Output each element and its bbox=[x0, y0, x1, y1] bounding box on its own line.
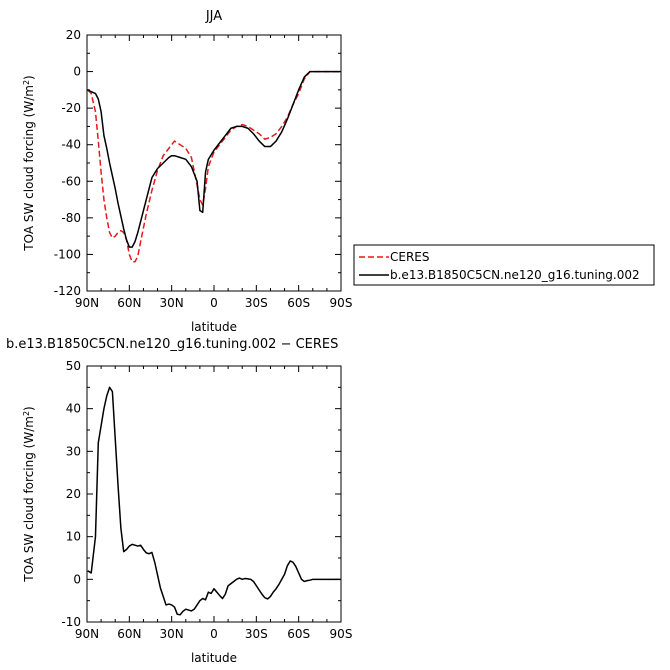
top-panel-y-tick-label: 0 bbox=[73, 65, 81, 79]
bottom-panel-y-tick-label: 30 bbox=[66, 444, 81, 458]
bottom-panel-x-tick-label: 30S bbox=[245, 627, 268, 641]
top-panel: JJA 90N 60N 30N 0 30S 60S 90S -120 -100 -80 -60 -40… bbox=[22, 9, 353, 334]
legend-label-ceres: CERES bbox=[390, 250, 430, 264]
top-panel-y-tick-label: -100 bbox=[54, 247, 81, 261]
bottom-panel-title: b.e13.B1850C5CN.ne120_g16.tuning.002 − C… bbox=[6, 337, 338, 352]
bottom-panel-x-tick-label: 0 bbox=[210, 627, 218, 641]
top-panel-x-tick-label: 60S bbox=[287, 296, 310, 310]
bottom-panel-x-tick-label: 60N bbox=[117, 627, 141, 641]
bottom-panel-y-tick-label: 0 bbox=[73, 572, 81, 586]
bottom-panel-y-tick-label: 50 bbox=[66, 359, 81, 373]
bottom-panel-x-tick-label: 90N bbox=[75, 627, 99, 641]
top-panel-y-tick-label: -80 bbox=[61, 211, 81, 225]
bottom-panel-ticks: 90N 60N 30N 0 30S 60S 90S -10 0 10 20 30 40 50 bbox=[61, 359, 352, 641]
top-panel-x-tick-label: 0 bbox=[210, 296, 218, 310]
bottom-panel-frame bbox=[86, 365, 342, 623]
top-panel-x-tick-label: 90S bbox=[330, 296, 353, 310]
top-panel-x-axis-label: latitude bbox=[191, 320, 237, 334]
legend-label-model: b.e13.B1850C5CN.ne120_g16.tuning.002 bbox=[390, 268, 640, 282]
top-panel-y-tick-label: -40 bbox=[61, 138, 81, 152]
bottom-panel-series-line-0 bbox=[87, 386, 341, 616]
top-panel-series-line-b-e13-b1850c5cn-ne120-g16-tuning-002 bbox=[87, 70, 341, 248]
top-panel-x-tick-label: 30N bbox=[160, 296, 184, 310]
top-panel-x-tick-label: 60N bbox=[117, 296, 141, 310]
top-panel-ticks: 90N 60N 30N 0 30S 60S 90S -120 -100 -80 -60 -40 -20 0… bbox=[54, 28, 353, 310]
bottom-panel-x-tick-label: 60S bbox=[287, 627, 310, 641]
bottom-panel-y-tick-label: 40 bbox=[66, 402, 81, 416]
legend: CERES b.e13.B1850C5CN.ne120_g16.tuning.0… bbox=[353, 244, 655, 286]
bottom-panel-x-axis-label: latitude bbox=[191, 651, 237, 665]
bottom-panel: b.e13.B1850C5CN.ne120_g16.tuning.002 − C… bbox=[6, 337, 352, 665]
bottom-panel-y-axis-label: TOA SW cloud forcing (W/m2) bbox=[22, 406, 37, 582]
top-panel-x-tick-label: 30S bbox=[245, 296, 268, 310]
bottom-panel-y-tick-label: -10 bbox=[61, 615, 81, 629]
legend-box bbox=[353, 244, 655, 286]
top-panel-title: JJA bbox=[205, 9, 222, 24]
bottom-panel-y-tick-label: 10 bbox=[66, 530, 81, 544]
top-panel-series-group bbox=[87, 70, 341, 263]
bottom-panel-series-group bbox=[87, 386, 341, 616]
bottom-panel-x-tick-label: 90S bbox=[330, 627, 353, 641]
top-panel-x-tick-label: 90N bbox=[75, 296, 99, 310]
top-panel-y-tick-label: -20 bbox=[61, 101, 81, 115]
top-panel-y-tick-label: -60 bbox=[61, 174, 81, 188]
top-panel-y-tick-label: 20 bbox=[66, 28, 81, 42]
bottom-panel-y-tick-label: 20 bbox=[66, 487, 81, 501]
top-panel-frame bbox=[86, 34, 342, 292]
top-panel-series-line-ceres bbox=[87, 70, 341, 263]
top-panel-y-axis-label: TOA SW cloud forcing (W/m2) bbox=[22, 75, 37, 251]
bottom-panel-x-tick-label: 30N bbox=[160, 627, 184, 641]
top-panel-y-tick-label: -120 bbox=[54, 284, 81, 298]
